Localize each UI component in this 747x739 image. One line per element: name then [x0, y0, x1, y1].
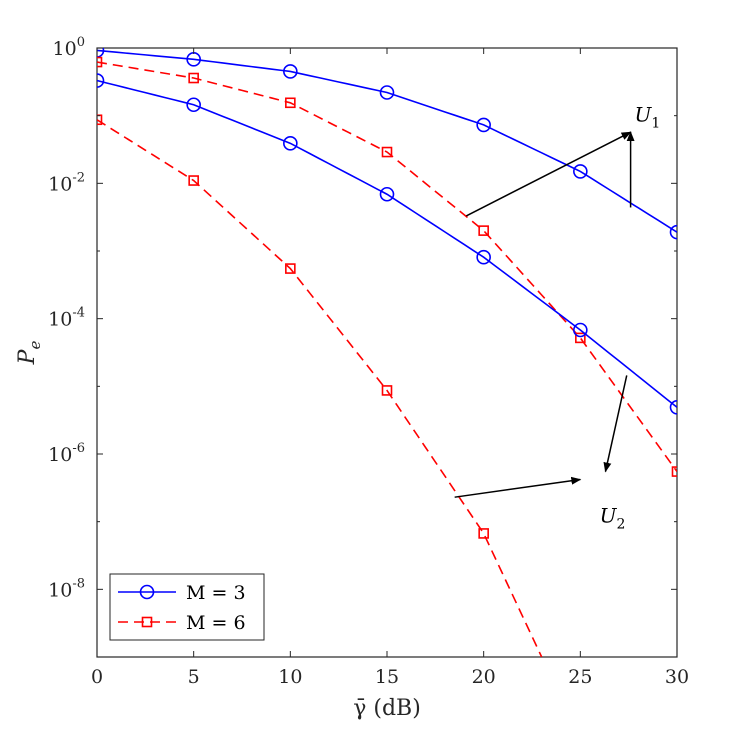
legend-marker-square	[141, 616, 153, 628]
data-point-circle	[379, 186, 395, 202]
data-point-square	[478, 225, 489, 236]
x-tick-label: 30	[665, 666, 689, 688]
y-tick-label: 10-8	[48, 576, 85, 601]
data-point-square	[188, 72, 199, 84]
series-1	[97, 48, 677, 240]
legend-layer: M = 3 M = 6	[109, 573, 265, 641]
y-tick-label: 10-6	[48, 441, 85, 466]
data-point-circle	[573, 164, 588, 179]
legend-label: M = 6	[186, 612, 246, 634]
u2-arrow-down	[603, 375, 628, 473]
ticks-layer: 0 5 10 15 20 25 30 100 10-2 10-4 10-6 10-8	[48, 35, 689, 688]
data-point-circle	[97, 48, 105, 58]
legend-box	[109, 573, 265, 641]
legend-marker-circle	[139, 584, 155, 600]
series-3	[97, 73, 677, 415]
series-line	[97, 79, 677, 408]
data-point-circle	[97, 73, 105, 88]
series-4	[97, 114, 543, 657]
x-tick-label: 5	[188, 666, 200, 688]
legend-label: M = 3	[186, 582, 246, 604]
data-point-square	[97, 56, 103, 68]
labels-layer: γ̄ (dB) Pe	[15, 341, 421, 721]
series-line	[97, 61, 677, 473]
data-point-circle	[669, 399, 677, 415]
plot-area	[96, 47, 678, 658]
data-point-square	[97, 114, 103, 126]
x-tick-label: 15	[375, 666, 399, 688]
y-tick-label: 10-4	[48, 306, 85, 331]
u1-arrow-diagonal	[465, 131, 632, 217]
plot-frame	[96, 47, 678, 658]
x-tick-label: 25	[568, 666, 592, 688]
series-line	[97, 119, 543, 657]
data-point-square	[478, 528, 489, 539]
data-point-square	[381, 385, 393, 396]
data-point-square	[188, 175, 199, 186]
data-point-square	[671, 466, 677, 477]
x-axis-label: γ̄ (dB)	[353, 696, 421, 721]
data-point-circle	[379, 85, 395, 100]
u2-arrow-horizontal	[454, 476, 582, 498]
data-point-square	[285, 97, 296, 109]
series-2	[97, 56, 677, 477]
data-point-circle	[283, 64, 298, 79]
data-point-circle	[573, 322, 588, 338]
data-point-circle	[283, 136, 298, 151]
series-layer	[97, 48, 677, 657]
data-point-circle	[186, 97, 201, 113]
y-axis-label: Pe	[15, 341, 44, 366]
data-point-circle	[669, 224, 677, 240]
data-point-square	[381, 146, 393, 158]
data-point-square	[575, 332, 586, 344]
data-point-circle	[476, 249, 491, 265]
y-tick-label: 100	[53, 35, 85, 60]
x-tick-label: 20	[472, 666, 496, 688]
x-tick-label: 10	[278, 666, 302, 688]
data-point-square	[285, 263, 296, 274]
y-tick-label: 10-2	[48, 170, 85, 195]
x-tick-label: 0	[91, 666, 103, 688]
series-line	[97, 49, 677, 233]
data-point-circle	[476, 117, 491, 133]
